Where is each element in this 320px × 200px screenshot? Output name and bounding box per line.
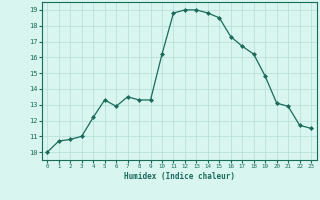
X-axis label: Humidex (Indice chaleur): Humidex (Indice chaleur) (124, 172, 235, 181)
